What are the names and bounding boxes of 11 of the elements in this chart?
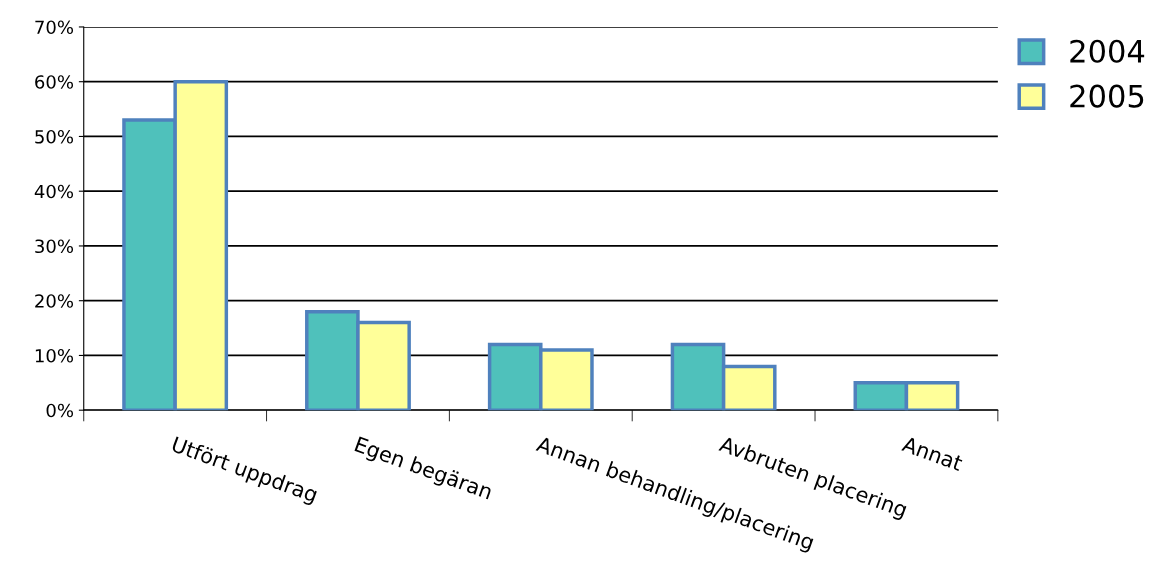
y-tick-label: 0% [46, 403, 74, 418]
y-tick-label: 20% [35, 294, 74, 308]
legend-label: 2005 [1070, 84, 1144, 108]
x-tick-label: Annat [901, 435, 964, 472]
y-tick-label: 30% [35, 239, 74, 254]
y-tick-label: 10% [35, 348, 74, 363]
y-tick-label: 40% [34, 184, 74, 199]
y-tick-label: 60% [35, 75, 74, 89]
y-tick-label: 50% [35, 129, 74, 144]
legend-label: 2004 [1070, 39, 1145, 63]
y-tick-label: 70% [35, 20, 74, 35]
